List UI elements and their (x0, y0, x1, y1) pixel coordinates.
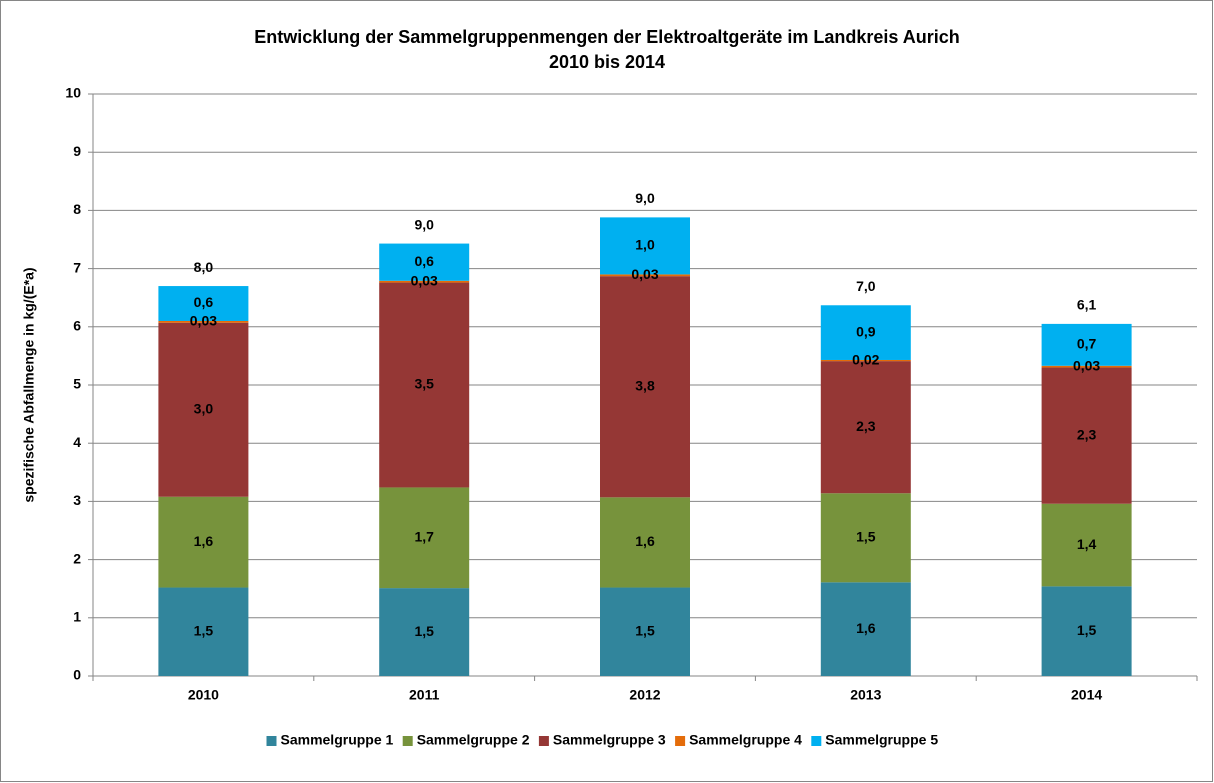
total-label: 9,0 (635, 190, 655, 206)
y-tick-label: 3 (73, 492, 81, 508)
legend-label: Sammelgruppe 5 (825, 732, 938, 748)
bar-segment (820, 361, 911, 494)
data-label: 0,03 (411, 272, 438, 288)
data-label: 1,6 (194, 533, 214, 549)
bar-segment (1041, 586, 1132, 676)
legend-swatch (538, 736, 549, 746)
x-tick-label: 2011 (409, 687, 440, 703)
data-label: 3,5 (414, 376, 434, 392)
data-label: 1,5 (856, 528, 876, 544)
bar-segment (158, 322, 249, 497)
y-tick-label: 2 (73, 550, 81, 566)
data-label: 0,02 (852, 351, 879, 367)
data-label: 1,7 (414, 528, 434, 544)
data-label: 1,0 (635, 237, 655, 253)
y-tick-label: 7 (73, 259, 81, 275)
total-label: 7,0 (856, 278, 876, 294)
bar-segment (379, 487, 470, 589)
y-tick-label: 5 (73, 376, 81, 392)
bar-segment (1041, 503, 1132, 587)
legend-label: Sammelgruppe 1 (281, 732, 394, 748)
bar-segment (600, 274, 690, 277)
bar-segment (820, 582, 911, 676)
data-label: 2,3 (856, 418, 876, 434)
data-label: 0,9 (856, 323, 876, 339)
bar-segment (820, 305, 911, 360)
bar-segment (600, 217, 690, 275)
legend-label: Sammelgruppe 4 (689, 732, 802, 748)
x-tick-label: 2010 (188, 687, 219, 703)
y-tick-label: 6 (73, 318, 81, 334)
bar-segment (600, 497, 690, 588)
data-label: 0,03 (1073, 357, 1100, 373)
data-label: 0,7 (1077, 336, 1097, 352)
data-label: 0,6 (194, 294, 214, 310)
data-label: 1,6 (635, 533, 655, 549)
chart-subtitle: 2010 bis 2014 (549, 52, 665, 72)
bar-segment (379, 588, 470, 676)
total-label: 6,1 (1077, 297, 1097, 313)
bar-segment (158, 286, 249, 321)
data-label: 3,8 (635, 377, 655, 393)
total-label: 9,0 (414, 216, 434, 232)
data-label: 1,5 (194, 622, 214, 638)
bar-segment (1041, 367, 1132, 504)
data-label: 0,6 (414, 253, 434, 269)
bar-segment (1041, 323, 1132, 366)
bar-segment (379, 280, 470, 283)
bar-segment (600, 587, 690, 676)
data-label: 1,4 (1077, 536, 1097, 552)
x-tick-label: 2014 (1071, 687, 1102, 703)
bar-segment (820, 359, 911, 362)
bar-segment (820, 493, 911, 583)
x-tick-label: 2013 (850, 687, 881, 703)
data-label: 0,03 (631, 266, 658, 282)
bar-segment (158, 587, 249, 676)
legend-swatch (675, 736, 686, 746)
data-label: 2,3 (1077, 426, 1097, 442)
legend-label: Sammelgruppe 2 (417, 732, 530, 748)
y-axis-label: spezifische Abfallmenge in kg/(E*a) (21, 267, 37, 502)
y-tick-label: 8 (73, 201, 81, 217)
bar-segment (379, 243, 470, 281)
bar-segment (158, 320, 249, 323)
chart-title: Entwicklung der Sammelgruppenmengen der … (254, 27, 960, 47)
bar-segment (1041, 365, 1132, 368)
x-tick-label: 2012 (629, 687, 660, 703)
data-label: 0,03 (190, 313, 217, 329)
legend-label: Sammelgruppe 3 (553, 732, 666, 748)
y-tick-label: 4 (73, 434, 81, 450)
data-label: 1,6 (856, 620, 876, 636)
legend-swatch (402, 736, 413, 746)
data-label: 1,5 (635, 622, 655, 638)
y-tick-label: 1 (73, 609, 81, 625)
legend-swatch (266, 736, 277, 746)
data-label: 3,0 (194, 400, 214, 416)
bar-segment (600, 276, 690, 498)
y-tick-label: 10 (65, 85, 81, 101)
legend-swatch (811, 736, 822, 746)
bar-segment (379, 282, 470, 488)
bar-segment (158, 496, 249, 588)
y-tick-label: 9 (73, 143, 81, 159)
y-tick-label: 0 (73, 667, 81, 683)
data-label: 1,5 (1077, 622, 1097, 638)
total-label: 8,0 (194, 259, 214, 275)
data-label: 1,5 (414, 623, 434, 639)
